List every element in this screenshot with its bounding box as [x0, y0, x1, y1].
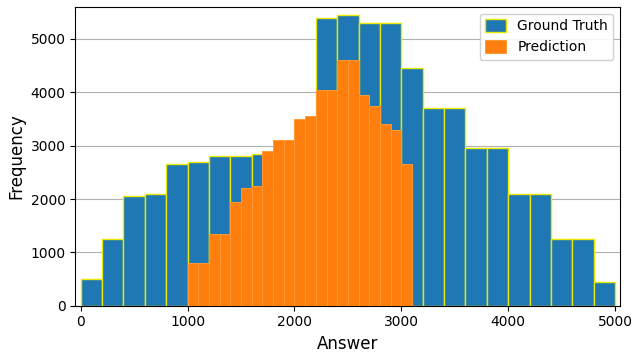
- Bar: [401, 68, 422, 306]
- Bar: [305, 116, 316, 306]
- Bar: [337, 15, 358, 306]
- Bar: [337, 60, 348, 306]
- Bar: [594, 282, 615, 306]
- Bar: [273, 154, 294, 306]
- Bar: [273, 140, 284, 306]
- Bar: [145, 194, 166, 306]
- Bar: [294, 119, 305, 306]
- Bar: [316, 18, 337, 306]
- Bar: [508, 194, 529, 306]
- Bar: [241, 188, 252, 306]
- Bar: [252, 154, 273, 306]
- Bar: [551, 239, 572, 306]
- Bar: [262, 151, 273, 306]
- Bar: [220, 234, 230, 306]
- Bar: [81, 279, 102, 306]
- Y-axis label: Frequency: Frequency: [7, 113, 25, 199]
- Bar: [230, 156, 252, 306]
- Bar: [230, 202, 241, 306]
- Bar: [348, 60, 358, 306]
- Bar: [529, 194, 551, 306]
- Bar: [209, 234, 220, 306]
- Bar: [124, 197, 145, 306]
- Bar: [380, 23, 401, 306]
- Bar: [294, 151, 316, 306]
- Bar: [209, 156, 230, 306]
- Bar: [487, 148, 508, 306]
- Bar: [198, 263, 209, 306]
- Bar: [401, 165, 412, 306]
- Bar: [102, 239, 124, 306]
- Bar: [188, 263, 198, 306]
- Bar: [422, 108, 444, 306]
- Bar: [188, 162, 209, 306]
- X-axis label: Answer: Answer: [317, 335, 379, 353]
- Bar: [316, 90, 326, 306]
- Bar: [369, 106, 380, 306]
- Bar: [444, 108, 465, 306]
- Bar: [284, 140, 294, 306]
- Bar: [358, 95, 369, 306]
- Bar: [326, 90, 337, 306]
- Bar: [252, 186, 262, 306]
- Legend: Ground Truth, Prediction: Ground Truth, Prediction: [479, 14, 614, 60]
- Bar: [380, 124, 390, 306]
- Bar: [572, 239, 594, 306]
- Bar: [166, 165, 188, 306]
- Bar: [465, 148, 487, 306]
- Bar: [390, 130, 401, 306]
- Bar: [358, 23, 380, 306]
